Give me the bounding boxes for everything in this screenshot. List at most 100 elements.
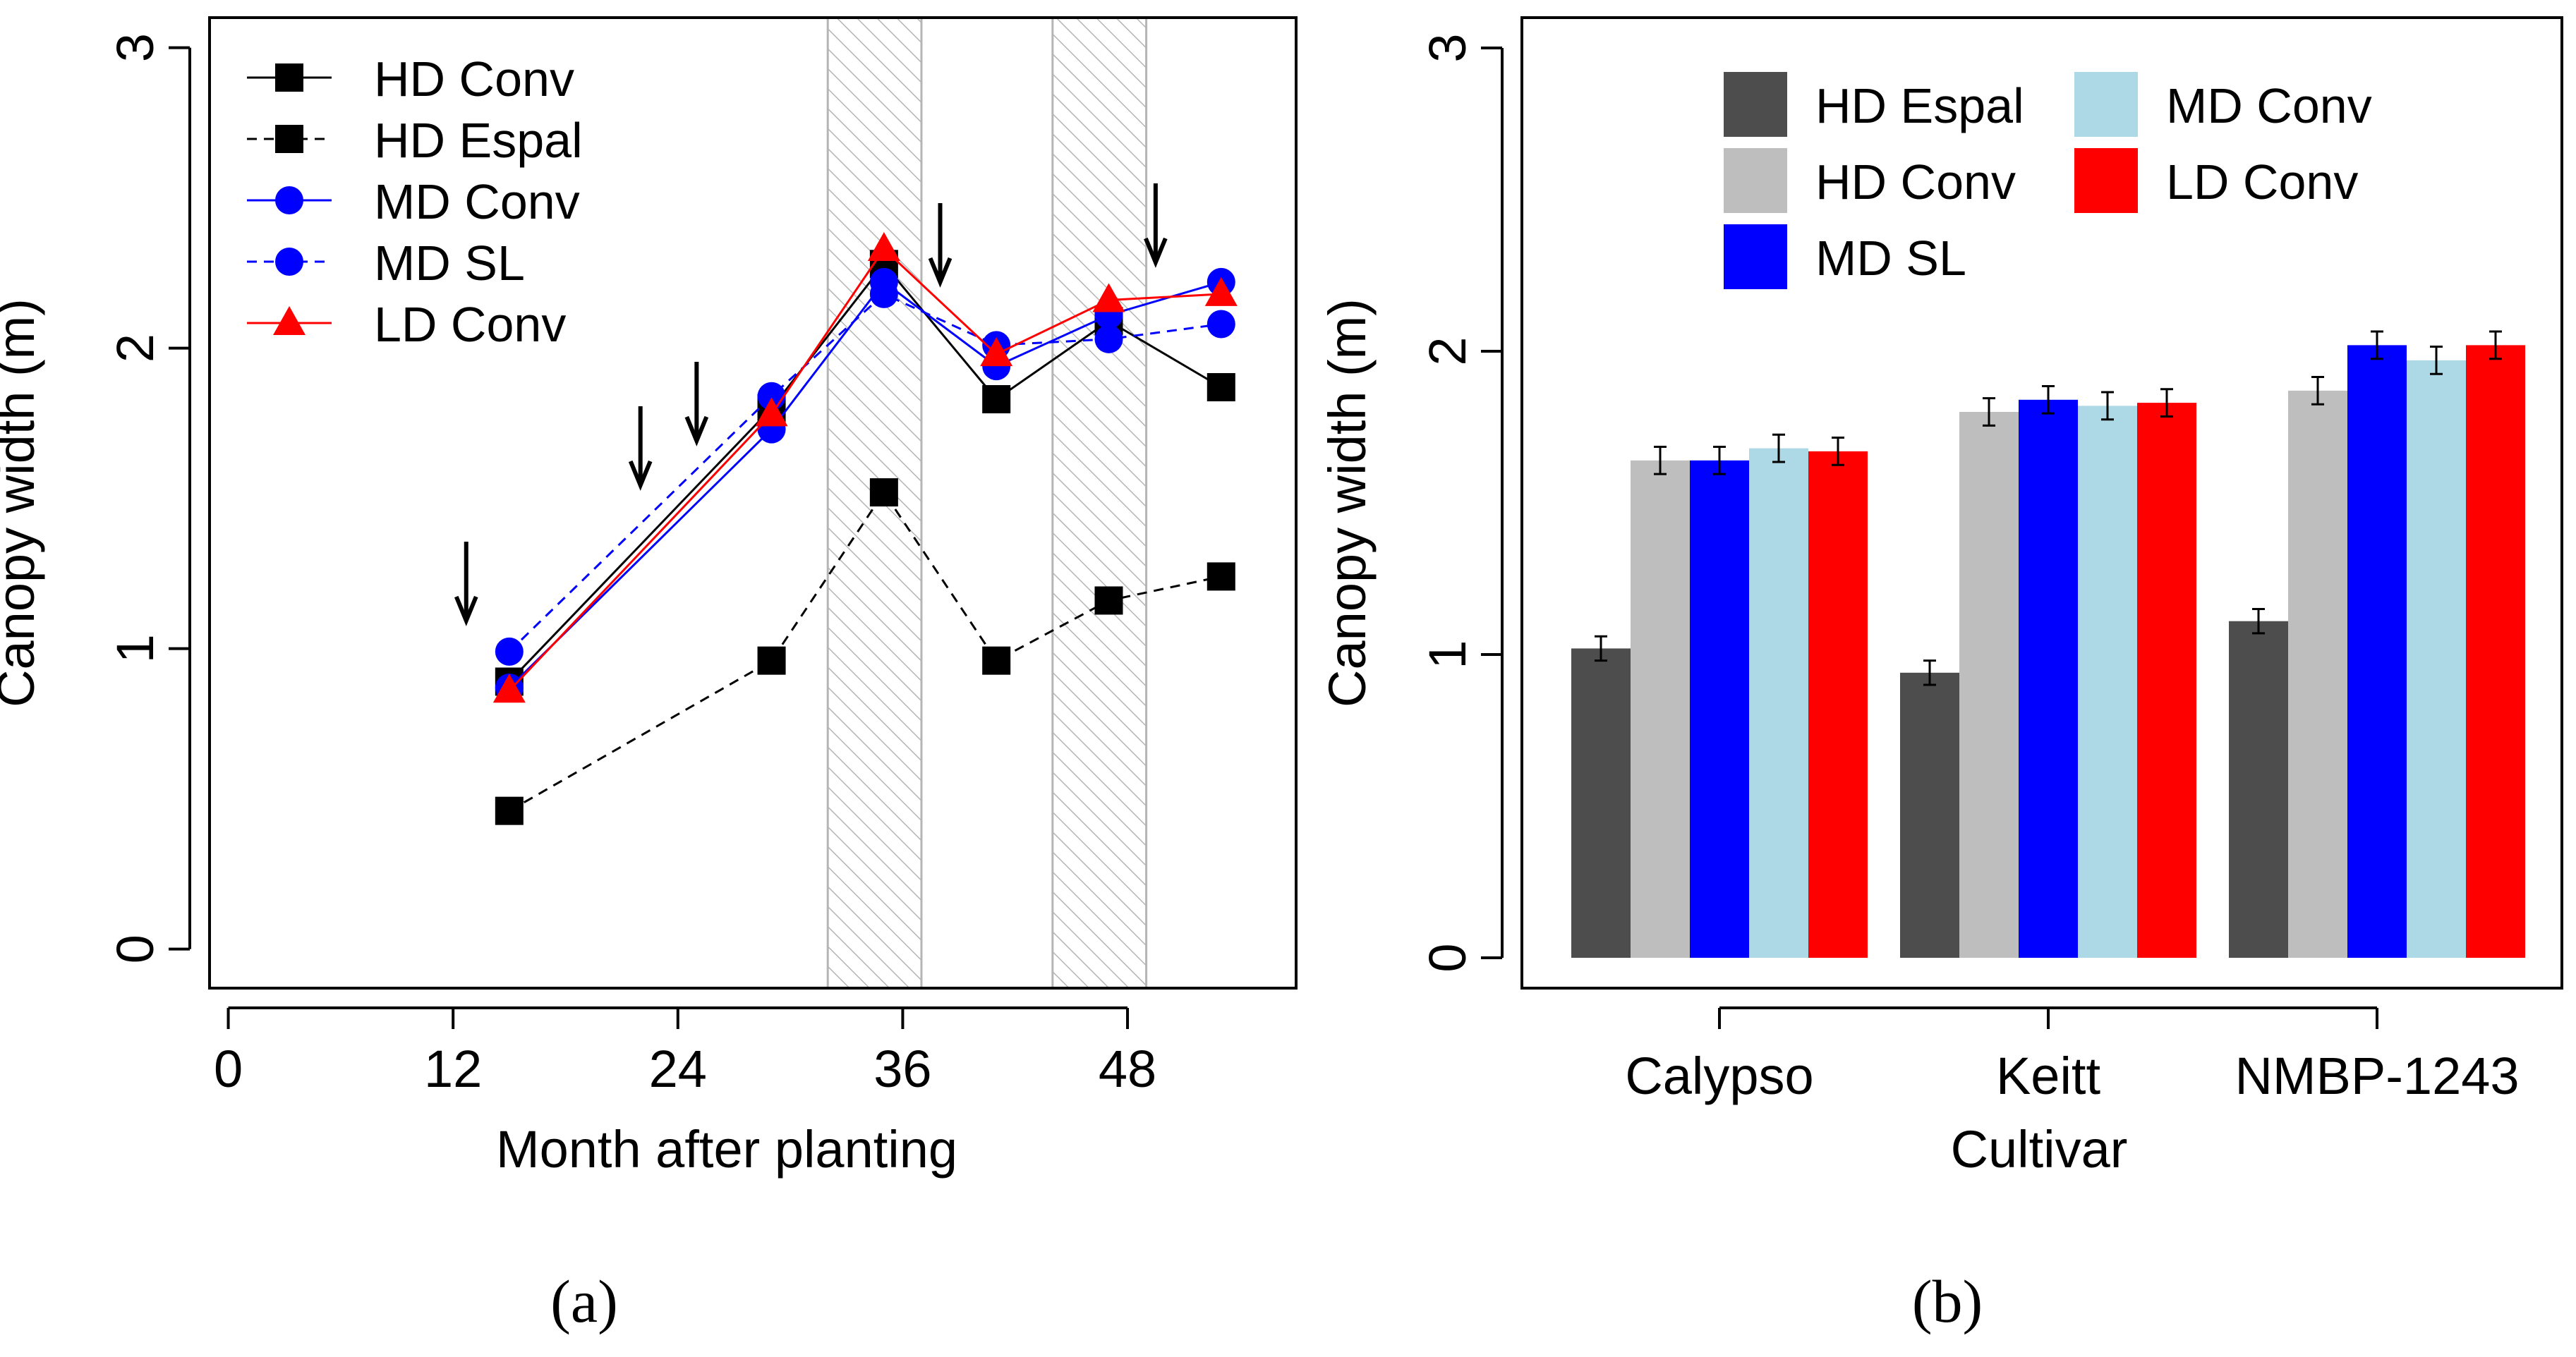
data-point — [867, 232, 900, 262]
series-line — [508, 293, 1221, 652]
series-line — [508, 262, 1222, 683]
bar — [2229, 621, 2288, 958]
legend-label: LD Conv — [374, 297, 566, 352]
arrow-4 — [928, 203, 953, 288]
legend-swatch — [2074, 72, 2138, 137]
series-md-sl — [495, 279, 1235, 666]
legend-item-md-sl: MD SL — [1724, 224, 1966, 289]
legend-a: HD Conv HD Espal MD Conv MD SL LD Conv — [247, 51, 583, 352]
legend-item-hd-espal: HD Espal — [1724, 72, 2024, 137]
bar — [1959, 412, 2019, 958]
data-point — [980, 337, 1013, 367]
bars-b — [1571, 330, 2525, 958]
legend-item-md-conv: MD Conv — [247, 174, 580, 229]
bar — [2466, 345, 2525, 958]
caption-a: (a) — [550, 1267, 617, 1335]
caption-b: (b) — [1912, 1267, 1983, 1335]
bar — [2347, 345, 2407, 958]
y-tick-label-a-2: 2 — [106, 334, 164, 363]
legend-b: HD Espal HD Conv MD SL MD Conv LD Conv — [1724, 72, 2372, 289]
y-tick-label-b-0: 0 — [1418, 943, 1477, 972]
data-point — [757, 646, 786, 675]
x-tick-label-a-12: 12 — [424, 1040, 482, 1098]
legend-item-hd-espal: HD Espal — [247, 113, 583, 168]
legend-item-hd-conv: HD Conv — [1724, 148, 2016, 213]
arrow-1 — [454, 542, 478, 626]
arrow-head — [454, 595, 478, 626]
data-point — [755, 397, 788, 427]
legend-item-hd-conv: HD Conv — [247, 51, 574, 107]
legend-label: HD Espal — [1815, 78, 2024, 133]
x-axis-label-b: Cultivar — [1951, 1120, 2128, 1179]
arrow-head — [928, 257, 953, 288]
data-point — [495, 796, 524, 825]
arrows-a — [454, 183, 1168, 626]
plot-frame-b — [1520, 16, 2563, 990]
x-tick-label-a-48: 48 — [1099, 1040, 1156, 1098]
legend-marker — [275, 125, 303, 153]
x-tick-label-a-0: 0 — [214, 1040, 243, 1098]
bar — [2137, 403, 2196, 958]
legend-swatch — [2074, 148, 2138, 213]
arrow-head — [1144, 237, 1168, 268]
legend-item-md-conv: MD Conv — [2074, 72, 2372, 137]
y-tick-label-a-3: 3 — [106, 33, 164, 62]
y-tick-label-b-1: 1 — [1418, 640, 1477, 669]
bar-group-keitt — [1900, 384, 2196, 958]
y-tick-label-b-2: 2 — [1418, 336, 1477, 365]
data-point — [495, 637, 524, 666]
legend-swatch — [1724, 224, 1787, 289]
x-tick-label-b-nmbp-1243: NMBP-1243 — [2235, 1047, 2519, 1105]
bar-group-calypso — [1571, 433, 1868, 958]
series-hd-espal — [495, 478, 1235, 825]
series-line — [509, 490, 1222, 812]
y-tick-label-b-3: 3 — [1418, 33, 1477, 62]
data-point — [869, 478, 898, 507]
legend-swatch — [1724, 148, 1787, 213]
bar — [2407, 360, 2466, 958]
y-tick-label-a-1: 1 — [106, 634, 164, 663]
shaded-period-2 — [1051, 16, 1148, 990]
data-point — [1094, 324, 1123, 353]
legend-label: MD SL — [374, 236, 525, 291]
axes-b: 0 1 2 3 Calypso Keitt NMBP-1243 — [1418, 33, 2520, 1105]
bar — [1749, 448, 1808, 958]
y-tick-label-a-0: 0 — [106, 935, 164, 963]
bar — [2288, 390, 2347, 958]
data-point — [1207, 562, 1235, 591]
bar — [2019, 399, 2078, 958]
bar — [1571, 648, 1631, 958]
data-point — [982, 646, 1011, 675]
bar — [2078, 406, 2137, 958]
y-axis-label-b: Canopy width (m) — [1318, 298, 1377, 707]
legend-label: HD Conv — [374, 51, 574, 107]
data-point — [1092, 283, 1125, 312]
arrow-3 — [684, 362, 709, 446]
x-tick-label-a-24: 24 — [649, 1040, 707, 1098]
x-axis-label-a: Month after planting — [496, 1120, 957, 1179]
legend-label: LD Conv — [2166, 154, 2358, 209]
bar-group-nmbp-1243 — [2229, 330, 2525, 958]
arrow-head — [684, 415, 709, 446]
legend-marker — [273, 306, 306, 335]
legend-marker — [275, 248, 303, 276]
shaded-periods — [826, 16, 1148, 990]
legend-swatch — [1724, 72, 1787, 137]
x-tick-label-b-keitt: Keitt — [1996, 1047, 2101, 1105]
series-ld-conv — [492, 232, 1238, 703]
data-point — [1204, 276, 1238, 306]
arrow-2 — [628, 406, 653, 491]
legend-label: MD SL — [1815, 231, 1966, 286]
data-point — [869, 279, 898, 308]
legend-label: MD Conv — [374, 174, 580, 229]
data-point — [1207, 310, 1235, 339]
bar-chart-b: 0 1 2 3 Calypso Keitt NMBP-1243 HD Espal HD Con… — [1318, 16, 2563, 1335]
data-point — [982, 385, 1011, 414]
bar — [1808, 451, 1868, 958]
legend-label: HD Conv — [1815, 154, 2016, 209]
series-lines-a — [492, 232, 1238, 825]
y-axis-label-a: Canopy width (m) — [0, 298, 45, 707]
legend-item-ld-conv: LD Conv — [2074, 148, 2358, 213]
